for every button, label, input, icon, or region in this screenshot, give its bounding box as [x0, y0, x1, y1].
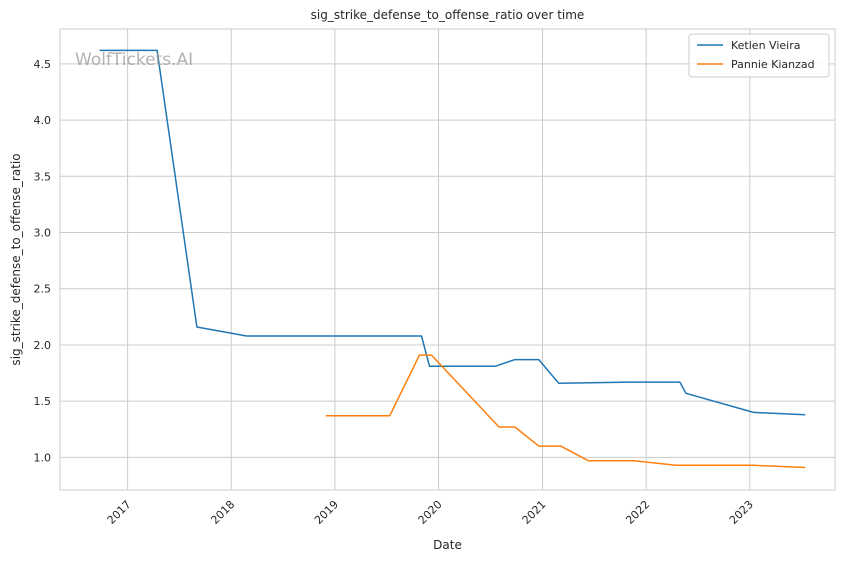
x-tick-label: 2018: [208, 498, 237, 527]
series-lines: [99, 49, 806, 469]
y-tick-label: 1.0: [34, 451, 52, 464]
y-axis-title: sig_strike_defense_to_offense_ratio: [9, 153, 23, 365]
y-axis-ticks: 1.0 1.5 2.0 2.5 3.0 3.5 4.0 4.5: [34, 58, 52, 465]
x-tick-label: 2019: [312, 498, 341, 527]
x-tick-label: 2021: [520, 498, 549, 527]
watermark: WolfTickets.AI: [75, 50, 193, 70]
y-tick-label: 2.0: [34, 339, 52, 352]
legend-label-pannie-kianzad: Pannie Kianzad: [731, 58, 815, 71]
series-line-ketlen-vieira: [99, 49, 806, 416]
x-tick-label: 2023: [727, 498, 756, 527]
y-tick-label: 2.5: [34, 283, 52, 296]
y-tick-label: 4.0: [34, 114, 52, 127]
legend: Ketlen Vieira Pannie Kianzad: [688, 33, 830, 78]
y-tick-label: 4.5: [34, 58, 52, 71]
x-tick-label: 2017: [105, 498, 134, 527]
x-tick-label: 2020: [416, 498, 445, 527]
y-tick-label: 1.5: [34, 395, 52, 408]
series-line-pannie-kianzad: [325, 354, 806, 469]
x-tick-label: 2022: [623, 498, 652, 527]
x-axis-title: Date: [433, 538, 462, 552]
plot-frame: [59, 28, 836, 491]
grid: [60, 29, 835, 490]
y-tick-label: 3.0: [34, 227, 52, 240]
x-axis-ticks: 2017 2018 2019 2020 2021 2022 2023: [105, 498, 756, 527]
plot-area: [60, 29, 835, 490]
y-tick-label: 3.5: [34, 170, 52, 183]
legend-box: [688, 33, 830, 78]
chart-title: sig_strike_defense_to_offense_ratio over…: [311, 8, 585, 22]
legend-label-ketlen-vieira: Ketlen Vieira: [731, 39, 800, 52]
